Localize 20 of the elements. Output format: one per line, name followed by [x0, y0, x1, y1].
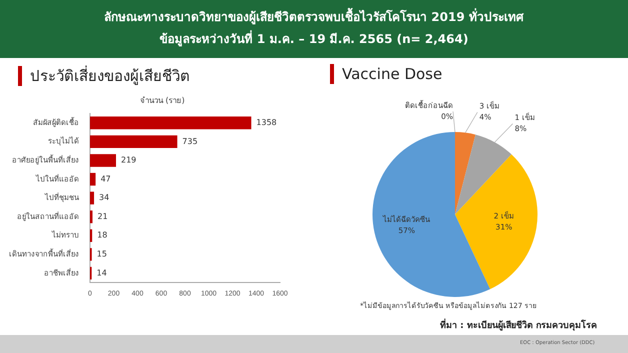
bar	[90, 135, 178, 148]
data-label: 18	[97, 230, 108, 240]
data-label: 219	[121, 156, 136, 165]
text: ข้อมูลระหว่างวันที่ 1 ม.ค. – 19 มี.ค. 2565 (n= 2,464)	[158, 29, 470, 48]
data-label: 1358	[256, 118, 277, 127]
text: ลักษณะทางระบาดวิทยาของผู้เสียชีวิตตรวจพบเชื้อไวรัสโคโรนา 2019 ทั่วประเทศ	[103, 6, 525, 26]
data-label: 15	[96, 249, 107, 258]
data-label: 14	[96, 268, 107, 278]
chart-title: ประวัติเสี่ยงของผู้เสียชีวิต	[30, 64, 190, 87]
bar	[90, 192, 94, 204]
bar	[90, 172, 96, 186]
bar	[90, 154, 116, 167]
text: ที่มา : ทะเบียนผู้เสียชีวิต กรมควบคุมโรค	[440, 318, 597, 332]
data-label: 47	[100, 174, 111, 184]
x-axis-title: จำนวน (ราย)	[140, 95, 185, 107]
bar	[90, 116, 252, 130]
data-label: 21	[97, 212, 108, 221]
data-label: 34	[99, 193, 110, 202]
data-label: 735	[182, 136, 198, 146]
chart-title: Vaccine Dose	[342, 65, 442, 83]
